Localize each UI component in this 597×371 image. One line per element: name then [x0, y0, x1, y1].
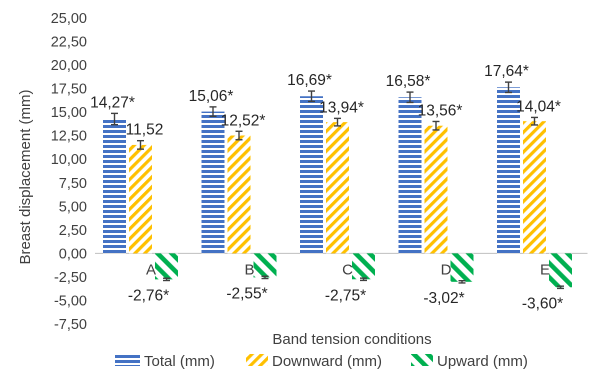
category-label-E: E	[540, 261, 550, 278]
data-label-downward-A: 11,52	[126, 122, 164, 139]
error-bar	[209, 106, 217, 117]
x-axis-title: Band tension conditions	[272, 331, 431, 348]
error-bar	[531, 116, 538, 126]
category-label-D: D	[441, 261, 452, 278]
error-bar	[360, 277, 367, 282]
bar-downward-B	[227, 135, 251, 254]
error-bar	[308, 90, 315, 103]
data-label-downward-C: 13,94*	[319, 99, 364, 116]
bar-upward-A	[155, 253, 178, 280]
legend-swatch-upward	[411, 354, 433, 366]
data-labels: 14,27* 11,52 -2,76* 15,06* 12,52* -2,55* 16,69…	[90, 63, 563, 312]
y-tick-label: 15,00	[51, 105, 87, 121]
category-label-A: A	[146, 261, 156, 278]
y-tick-label: 10,00	[51, 152, 87, 168]
legend-swatch-downward	[246, 354, 268, 366]
error-bar	[261, 275, 269, 280]
legend-label-downward: Downward (mm)	[272, 353, 382, 370]
legend-swatch-total	[115, 355, 140, 366]
data-label-downward-D: 13,56*	[418, 102, 463, 119]
data-label-downward-B: 12,52*	[221, 112, 266, 129]
data-label-upward-C: -2,75*	[325, 287, 366, 304]
y-tick-label: -5,00	[54, 293, 87, 309]
data-label-total-C: 16,69*	[287, 72, 332, 89]
error-bar	[505, 81, 512, 94]
y-tick-label: 17,50	[51, 82, 87, 98]
data-label-total-E: 17,64*	[484, 63, 529, 80]
y-axis-ticks: 25,00 22,50 20,00 17,50 15,00 12,50 10,00 7,50 5…	[51, 11, 87, 333]
bar-total-A	[103, 119, 126, 254]
y-tick-label: 2,50	[59, 223, 87, 239]
error-bar	[111, 112, 118, 126]
error-bar	[334, 117, 341, 127]
y-tick-label: 5,00	[59, 199, 87, 215]
bar-downward-E	[523, 121, 546, 254]
legend-label-total: Total (mm)	[144, 353, 215, 370]
bar-upward-C	[352, 253, 375, 280]
data-label-total-A: 14,27*	[90, 94, 135, 111]
error-bar	[163, 277, 170, 282]
error-bar	[432, 120, 440, 131]
bar-total-C	[300, 96, 323, 254]
error-bar	[235, 130, 243, 141]
y-tick-label: 25,00	[51, 11, 87, 27]
data-label-upward-B: -2,55*	[226, 286, 267, 303]
bar-total-D	[398, 97, 422, 254]
y-tick-label: 7,50	[59, 176, 87, 192]
y-tick-label: 22,50	[51, 35, 87, 51]
legend: Total (mm) Downward (mm) Upward (mm)	[115, 353, 528, 370]
bar-downward-C	[326, 122, 349, 254]
y-tick-label: -2,50	[54, 270, 87, 286]
data-label-downward-E: 14,04*	[516, 98, 561, 115]
data-label-total-B: 15,06*	[189, 88, 234, 105]
bar-upward-E	[549, 253, 572, 288]
error-bar	[406, 91, 414, 104]
category-labels: A B C D E	[146, 261, 550, 278]
bars	[103, 81, 572, 290]
bar-downward-D	[424, 125, 448, 254]
category-label-B: B	[244, 261, 254, 278]
bar-upward-D	[450, 253, 474, 282]
error-bar	[458, 279, 466, 284]
error-bar	[557, 285, 564, 290]
data-label-upward-E: -3,60*	[522, 295, 563, 312]
data-label-total-D: 16,58*	[386, 73, 431, 90]
bar-downward-A	[129, 144, 152, 254]
legend-label-upward: Upward (mm)	[437, 353, 528, 370]
y-tick-label: 0,00	[59, 246, 87, 262]
y-axis-title: Breast displacement (mm)	[17, 89, 34, 264]
bar-upward-B	[253, 253, 277, 278]
bar-total-E	[497, 87, 520, 254]
data-label-upward-A: -2,76*	[128, 288, 169, 305]
category-label-C: C	[342, 261, 353, 278]
error-bar	[137, 139, 144, 150]
y-tick-label: 12,50	[51, 129, 87, 145]
y-tick-label: -7,50	[54, 317, 87, 333]
bar-total-B	[201, 111, 225, 254]
data-label-upward-D: -3,02*	[423, 290, 464, 307]
y-tick-label: 20,00	[51, 58, 87, 74]
